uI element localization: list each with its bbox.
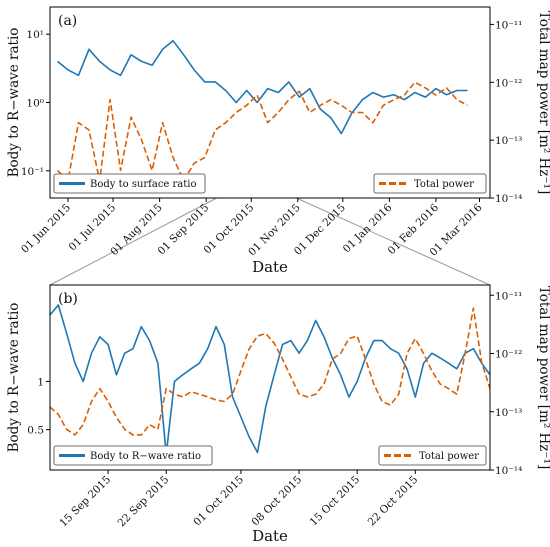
legend-box — [53, 173, 206, 194]
y-right-axis-title: Total map power [m² Hz⁻¹] — [536, 11, 550, 194]
series-body-ratio-line — [50, 304, 490, 456]
plot-frame — [49, 284, 491, 471]
y-right-tick-label: 10⁻¹² — [495, 349, 522, 361]
y-left-tick-label: 1 — [37, 376, 44, 388]
zoom-connectors — [49, 197, 491, 286]
panel-b: 15 Sep 2015 22 Sep 2015 01 Oct 2015 08 Oct … — [6, 284, 550, 545]
y-left-tick-label: 10¹ — [26, 29, 44, 41]
x-tick-label: 22 Sep 2015 — [116, 474, 172, 530]
plot-frame — [49, 6, 491, 199]
zoom-connector-left — [49, 197, 217, 286]
legend-box — [53, 445, 213, 466]
panel-label: (b) — [58, 291, 78, 307]
y-left-tick-label: 0.5 — [27, 425, 44, 437]
x-tick-label: 15 Sep 2015 — [57, 474, 113, 530]
y-right-tick-label: 10⁻¹¹ — [495, 290, 522, 302]
x-tick-label: 15 Oct 2015 — [308, 474, 363, 529]
x-tick-label: 22 Oct 2015 — [366, 474, 421, 529]
x-tick-label: 01 Jun 2015 — [19, 202, 73, 256]
y-right-axis-title: Total map power [m² Hz⁻¹] — [536, 286, 550, 469]
y-right-tick-label: 10⁻¹⁴ — [495, 465, 522, 477]
x-tick-label: 08 Oct 2015 — [249, 474, 304, 529]
series-body-ratio-line — [56, 40, 468, 135]
panel-label: (a) — [58, 13, 77, 29]
legend-label-body-ratio: Body to surface ratio — [90, 179, 197, 190]
series-total-power-line — [50, 307, 490, 436]
legend-box — [378, 445, 487, 466]
x-tick-label: 01 Jul 2015 — [67, 202, 119, 254]
y-left-axis-title: Body to R−wave ratio — [6, 303, 22, 453]
x-tick-label: 01 Oct 2015 — [191, 474, 246, 529]
x-axis-title: Date — [252, 527, 288, 545]
y-right-tick-label: 10⁻¹¹ — [495, 19, 522, 31]
legend-total-power: Total power — [373, 173, 487, 194]
legend-label-total-power: Total power — [419, 451, 479, 462]
legend-box — [373, 173, 487, 194]
y-right-tick-label: 10⁻¹³ — [495, 407, 522, 419]
y-left-axis-title: Body to R−wave ratio — [6, 28, 22, 178]
zoom-connector-right — [296, 197, 491, 286]
y-right-tick-label: 10⁻¹² — [495, 77, 522, 89]
legend-total-power: Total power — [378, 445, 487, 466]
legend-body-ratio: Body to surface ratio — [53, 173, 206, 194]
series-total-power-line — [56, 81, 468, 182]
legend-body-ratio: Body to R−wave ratio — [53, 445, 213, 466]
x-axis-title: Date — [252, 258, 288, 276]
legend-label-total-power: Total power — [414, 179, 474, 190]
y-left-tick-label: 10⁰ — [26, 98, 44, 110]
y-right-tick-label: 10⁻¹³ — [495, 135, 522, 147]
legend-label-body-ratio: Body to R−wave ratio — [90, 451, 201, 462]
y-left-tick-label: 10⁻¹ — [21, 166, 44, 178]
y-right-tick-label: 10⁻¹⁴ — [495, 193, 522, 205]
